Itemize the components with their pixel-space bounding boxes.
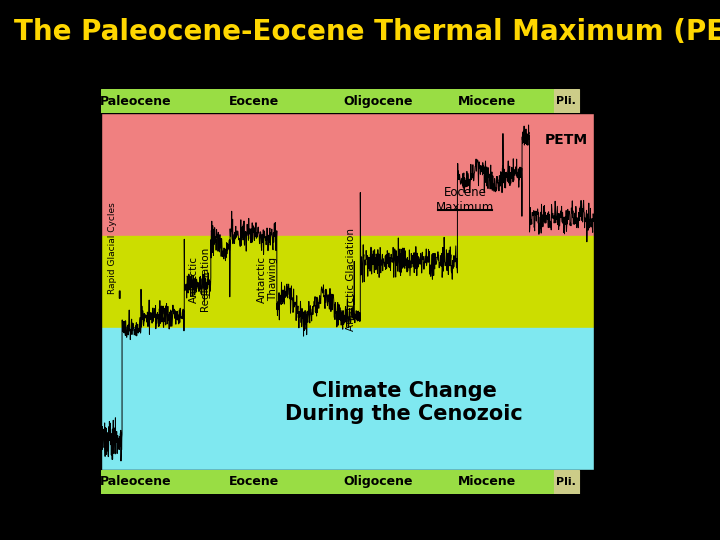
Bar — [420, 470, 554, 494]
Bar — [337, 89, 420, 113]
X-axis label: Millions of Years Ago: Millions of Years Ago — [242, 500, 453, 518]
Text: The Paleocene-Eocene Thermal Maximum (PETM): The Paleocene-Eocene Thermal Maximum (PE… — [14, 18, 720, 46]
Text: PETM: PETM — [545, 133, 588, 147]
Bar — [101, 113, 594, 237]
Bar — [101, 89, 171, 113]
Y-axis label: Benthic δ ¹⁸O (per mil): Benthic δ ¹⁸O (per mil) — [606, 206, 621, 377]
Bar — [171, 89, 337, 113]
Text: Eocene: Eocene — [228, 94, 279, 108]
Text: Eocene
Maximum: Eocene Maximum — [436, 186, 494, 214]
Text: Oligocene: Oligocene — [343, 475, 413, 489]
Text: Paleocene: Paleocene — [100, 475, 171, 489]
Bar — [101, 237, 594, 328]
Bar — [101, 328, 594, 470]
Text: Eocene: Eocene — [228, 475, 279, 489]
Bar — [101, 470, 171, 494]
Text: Oligocene: Oligocene — [343, 94, 413, 108]
Text: Antarctic
Reglaciation: Antarctic Reglaciation — [189, 247, 210, 312]
Bar — [420, 89, 554, 113]
Text: Plr: Plr — [595, 97, 600, 106]
Text: Paleocene: Paleocene — [100, 94, 171, 108]
Text: Miocene: Miocene — [457, 475, 516, 489]
Text: Plr: Plr — [595, 477, 600, 487]
Bar — [554, 470, 579, 494]
Text: Rapid Glacial Cycles: Rapid Glacial Cycles — [109, 202, 117, 294]
Text: Pli.: Pli. — [557, 96, 576, 106]
Bar — [337, 470, 420, 494]
Bar — [554, 89, 579, 113]
Text: Climate Change
During the Cenozoic: Climate Change During the Cenozoic — [285, 381, 523, 424]
Text: Miocene: Miocene — [457, 94, 516, 108]
Text: Antarctic
Thawing: Antarctic Thawing — [257, 256, 279, 303]
Text: Antarctic Glaciation: Antarctic Glaciation — [346, 228, 356, 331]
Bar — [171, 470, 337, 494]
Text: Pli.: Pli. — [557, 477, 576, 487]
